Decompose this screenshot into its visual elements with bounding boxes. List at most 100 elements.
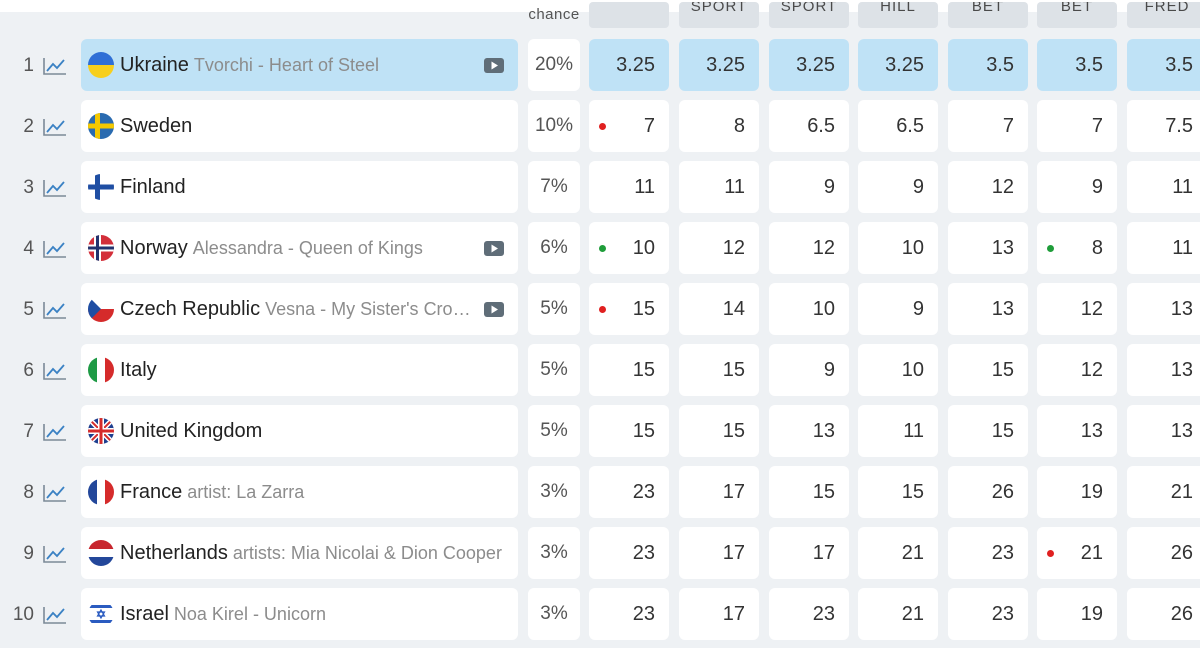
trend-chart-icon[interactable] [42, 605, 68, 625]
odds-cell[interactable]: 12 [679, 222, 759, 274]
odds-cell[interactable]: 3.5 [1127, 39, 1200, 91]
entry-name-cell[interactable]: Sweden [81, 100, 518, 152]
odds-cell[interactable]: 11 [589, 161, 669, 213]
bookmaker-header-1[interactable] [589, 2, 669, 28]
trend-chart-icon[interactable] [42, 300, 68, 320]
trend-chart-icon[interactable] [42, 483, 68, 503]
trend-chart-icon[interactable] [42, 178, 68, 198]
odds-cell[interactable]: 21 [1127, 466, 1200, 518]
odds-cell[interactable]: 13 [948, 222, 1028, 274]
odds-cell[interactable]: 17 [679, 527, 759, 579]
odds-cell[interactable]: 11 [1127, 161, 1200, 213]
odds-cell[interactable]: 13 [1037, 405, 1117, 457]
odds-cell[interactable]: 10 [858, 222, 938, 274]
bookmaker-header-2[interactable]: SPORT [679, 2, 759, 28]
entry-name-cell[interactable]: Israel Noa Kirel - Unicorn [81, 588, 518, 640]
odds-cell[interactable]: 12 [1037, 344, 1117, 396]
odds-cell[interactable]: 23 [948, 527, 1028, 579]
bookmaker-header-5[interactable]: BET [948, 2, 1028, 28]
odds-cell[interactable]: 26 [1127, 588, 1200, 640]
entry-name-cell[interactable]: United Kingdom [81, 405, 518, 457]
odds-cell[interactable]: 17 [679, 466, 759, 518]
odds-cell[interactable]: 19 [1037, 466, 1117, 518]
odds-cell[interactable]: 23 [589, 588, 669, 640]
odds-cell[interactable]: 15 [679, 405, 759, 457]
odds-cell[interactable]: 15 [589, 405, 669, 457]
bookmaker-header-6[interactable]: BET [1037, 2, 1117, 28]
odds-cell[interactable]: 23 [589, 527, 669, 579]
odds-cell[interactable]: 3.25 [679, 39, 759, 91]
odds-cell[interactable]: 10 [858, 344, 938, 396]
bookmaker-header-4[interactable]: HILL [858, 2, 938, 28]
odds-cell[interactable]: 21 [858, 588, 938, 640]
entry-name-cell[interactable]: Finland [81, 161, 518, 213]
odds-cell[interactable]: 12 [1037, 283, 1117, 335]
entry-name-cell[interactable]: Netherlands artists: Mia Nicolai & Dion C… [81, 527, 518, 579]
odds-cell[interactable]: 3.25 [858, 39, 938, 91]
trend-chart-icon[interactable] [42, 361, 68, 381]
odds-cell[interactable]: 15 [858, 466, 938, 518]
entry-name-cell[interactable]: Ukraine Tvorchi - Heart of Steel [81, 39, 518, 91]
odds-cell[interactable]: 3.25 [589, 39, 669, 91]
odds-cell[interactable]: 13 [769, 405, 849, 457]
odds-cell[interactable]: 23 [589, 466, 669, 518]
odds-cell[interactable]: 15 [769, 466, 849, 518]
odds-cell[interactable]: 14 [679, 283, 759, 335]
odds-cell[interactable]: 10 [769, 283, 849, 335]
odds-cell[interactable]: 8 [679, 100, 759, 152]
bookmaker-header-7[interactable]: FRED [1127, 2, 1200, 28]
odds-cell[interactable]: 11 [1127, 222, 1200, 274]
odds-cell[interactable]: 15 [679, 344, 759, 396]
trend-chart-icon[interactable] [42, 239, 68, 259]
trend-chart-icon[interactable] [42, 422, 68, 442]
odds-cell[interactable]: 19 [1037, 588, 1117, 640]
odds-cell[interactable]: 9 [769, 161, 849, 213]
odds-cell[interactable]: 9 [1037, 161, 1117, 213]
odds-cell[interactable]: 7 [589, 100, 669, 152]
odds-cell[interactable]: 6.5 [769, 100, 849, 152]
entry-name-cell[interactable]: Italy [81, 344, 518, 396]
entry-name-cell[interactable]: Czech Republic Vesna - My Sister's Cro… [81, 283, 518, 335]
odds-cell[interactable]: 9 [858, 283, 938, 335]
odds-cell[interactable]: 7 [1037, 100, 1117, 152]
trend-chart-icon[interactable] [42, 117, 68, 137]
odds-cell[interactable]: 8 [1037, 222, 1117, 274]
odds-cell[interactable]: 17 [769, 527, 849, 579]
trend-chart-icon[interactable] [42, 56, 68, 76]
odds-cell[interactable]: 11 [679, 161, 759, 213]
odds-cell[interactable]: 12 [769, 222, 849, 274]
odds-cell[interactable]: 3.5 [948, 39, 1028, 91]
odds-cell[interactable]: 7 [948, 100, 1028, 152]
odds-cell[interactable]: 15 [948, 405, 1028, 457]
odds-cell[interactable]: 11 [858, 405, 938, 457]
bookmaker-header-3[interactable]: SPORT [769, 2, 849, 28]
odds-cell[interactable]: 13 [1127, 283, 1200, 335]
odds-cell[interactable]: 23 [948, 588, 1028, 640]
odds-cell[interactable]: 3.5 [1037, 39, 1117, 91]
video-play-icon[interactable] [484, 241, 504, 256]
odds-cell[interactable]: 6.5 [858, 100, 938, 152]
video-play-icon[interactable] [484, 58, 504, 73]
odds-cell[interactable]: 15 [589, 283, 669, 335]
odds-cell[interactable]: 21 [1037, 527, 1117, 579]
odds-cell[interactable]: 13 [948, 283, 1028, 335]
odds-cell[interactable]: 21 [858, 527, 938, 579]
odds-cell[interactable]: 13 [1127, 344, 1200, 396]
odds-cell[interactable]: 3.25 [769, 39, 849, 91]
odds-cell[interactable]: 15 [948, 344, 1028, 396]
odds-cell[interactable]: 9 [858, 161, 938, 213]
entry-name-cell[interactable]: Norway Alessandra - Queen of Kings [81, 222, 518, 274]
odds-cell[interactable]: 9 [769, 344, 849, 396]
odds-cell[interactable]: 26 [948, 466, 1028, 518]
odds-cell[interactable]: 10 [589, 222, 669, 274]
odds-cell[interactable]: 15 [589, 344, 669, 396]
video-play-icon[interactable] [484, 302, 504, 317]
odds-cell[interactable]: 23 [769, 588, 849, 640]
trend-chart-icon[interactable] [42, 544, 68, 564]
odds-cell[interactable]: 26 [1127, 527, 1200, 579]
odds-cell[interactable]: 17 [679, 588, 759, 640]
entry-name-cell[interactable]: France artist: La Zarra [81, 466, 518, 518]
odds-cell[interactable]: 13 [1127, 405, 1200, 457]
odds-cell[interactable]: 7.5 [1127, 100, 1200, 152]
odds-cell[interactable]: 12 [948, 161, 1028, 213]
